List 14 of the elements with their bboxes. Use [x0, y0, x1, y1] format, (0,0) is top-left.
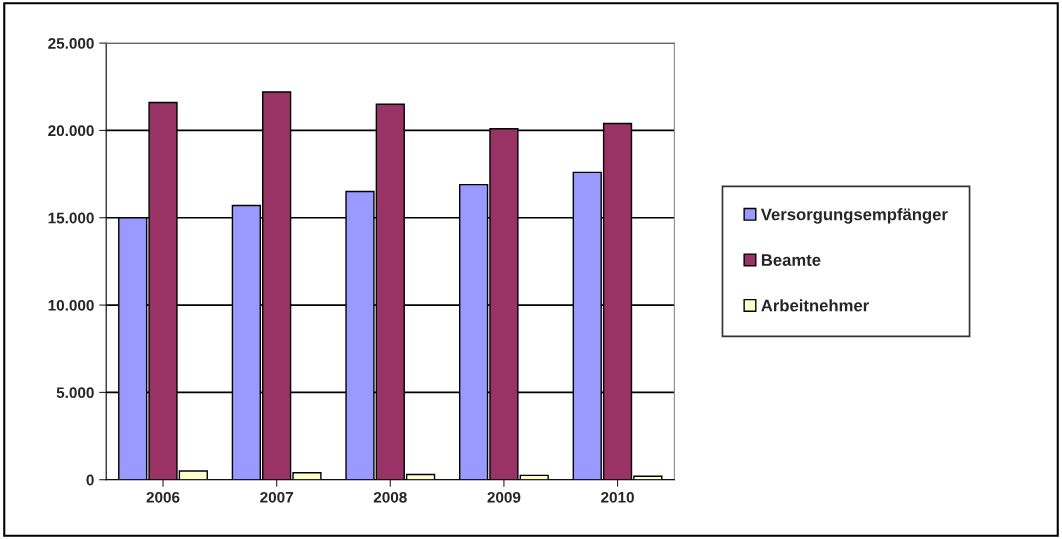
x-tick-label: 2008	[373, 491, 407, 503]
legend-label: Beamte	[761, 254, 821, 266]
y-tick-label: 5.000	[56, 387, 94, 399]
x-tick-label: 2007	[260, 491, 293, 503]
legend-label: Arbeitnehmer	[761, 299, 869, 312]
y-tick-label: 0	[86, 474, 94, 486]
y-tick-label: 20.000	[48, 125, 94, 137]
y-tick-label: 10.000	[48, 299, 94, 311]
y-tick-label: 25.000	[48, 37, 94, 49]
x-tick-label: 2009	[487, 491, 521, 503]
y-tick-label: 15.000	[48, 212, 94, 224]
legend-label: Versorgungsempfänger	[760, 208, 948, 224]
x-tick-label: 2006	[146, 491, 180, 503]
x-tick-label: 2010	[601, 491, 634, 503]
